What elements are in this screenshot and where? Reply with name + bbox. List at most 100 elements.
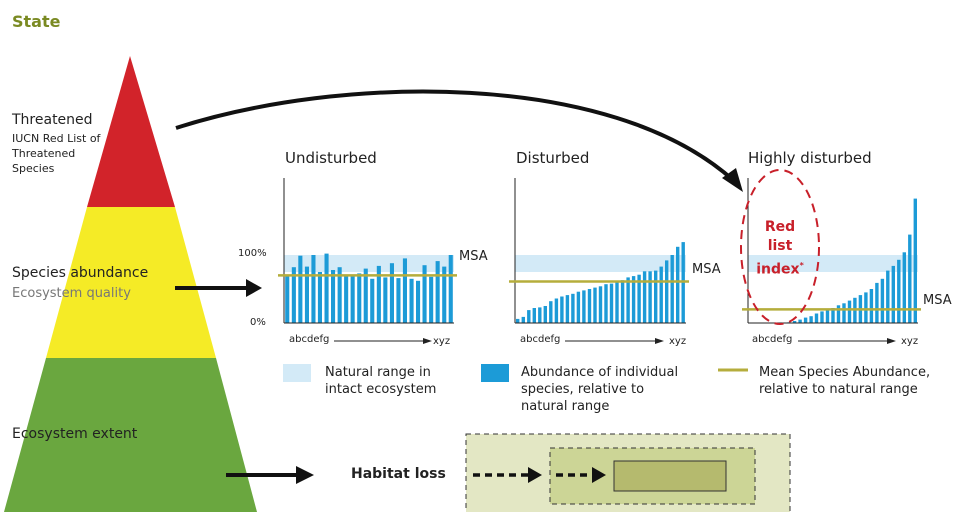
- panel-title-undisturbed: Undisturbed: [285, 149, 377, 167]
- y-axis-100-label: 100%: [238, 248, 267, 259]
- curved-arrow-head: [722, 168, 743, 192]
- threatened-sublabel-1: IUCN Red List of: [12, 132, 101, 145]
- abundance-bar: [565, 295, 570, 323]
- abundance-bar: [670, 255, 674, 323]
- red-list-index-word: index: [756, 261, 800, 278]
- abundance-bar: [344, 276, 349, 323]
- abundance-bar: [560, 296, 564, 323]
- legend-msa-line-1: Mean Species Abundance,: [759, 365, 931, 380]
- abundance-bar: [409, 278, 414, 323]
- abundance-bar: [642, 271, 647, 323]
- msa-label-2: MSA: [692, 262, 721, 277]
- x-start-label-3: abcdefg: [752, 334, 793, 345]
- abundance-bar: [324, 253, 329, 323]
- abundance-bar: [554, 298, 559, 323]
- x-start-label-1: abcdefg: [289, 334, 330, 345]
- natural-range-band: [748, 255, 918, 272]
- red-list-text: Red list index*: [750, 218, 810, 280]
- abundance-bar: [376, 265, 381, 323]
- abundance-bar: [637, 274, 641, 323]
- abundance-bar: [891, 265, 895, 323]
- abundance-bar: [913, 198, 917, 323]
- abundance-bar: [803, 317, 808, 323]
- abundance-bar: [825, 309, 830, 323]
- abundance-bar: [291, 267, 296, 323]
- threatened-sublabel-3: Species: [12, 162, 55, 175]
- abundance-bar: [571, 293, 575, 323]
- legend-msa-text: Mean Species Abundance, relative to natu…: [759, 364, 930, 398]
- abundance-bar: [676, 246, 680, 323]
- abundance-bar: [875, 282, 879, 323]
- ecosystem-extent-label: Ecosystem extent: [12, 426, 138, 442]
- threatened-to-red-list-arrow: [175, 89, 735, 182]
- extent-arrow-head: [296, 466, 314, 484]
- abundance-bar: [304, 266, 309, 323]
- abundance-bar: [836, 305, 841, 323]
- abundance-bar: [908, 234, 912, 323]
- legend-abundance-text: Abundance of individual species, relativ…: [521, 364, 678, 415]
- abundance-bar: [626, 277, 630, 323]
- abundance-bar: [792, 321, 797, 323]
- x-end-label-1: xyz: [433, 336, 451, 347]
- x-direction-arrow-head: [423, 338, 432, 344]
- natural-range-band: [515, 255, 686, 272]
- legend-natural-range-text: Natural range in intact ecosystem: [325, 364, 436, 398]
- x-direction-arrow-head: [887, 338, 896, 344]
- species-abundance-label: Species abundance: [12, 265, 149, 281]
- msa-label-3: MSA: [923, 293, 952, 308]
- abundance-bar: [869, 289, 874, 323]
- abundance-bar: [538, 307, 542, 323]
- threatened-label: Threatened: [12, 112, 93, 128]
- red-list-line-2: list: [767, 238, 793, 254]
- abundance-bar: [620, 280, 625, 323]
- abundance-bar: [886, 270, 890, 323]
- legend-abundance-line-3: natural range: [521, 399, 610, 414]
- x-start-label-2: abcdefg: [520, 334, 561, 345]
- section-title: State: [12, 12, 61, 31]
- red-list-line-3: index*: [750, 256, 810, 280]
- msa-label-1: MSA: [459, 249, 488, 264]
- abundance-bar: [317, 272, 322, 323]
- legend-natural-range-swatch: [283, 364, 311, 382]
- abundance-bar: [820, 311, 824, 323]
- abundance-bar: [598, 286, 603, 323]
- abundance-bar: [532, 308, 536, 323]
- abundance-bar: [285, 276, 290, 323]
- abundance-bar: [576, 291, 581, 323]
- legend-natural-range-line-2: intact ecosystem: [325, 382, 437, 397]
- abundance-bar: [798, 319, 802, 323]
- abundance-bar: [864, 292, 868, 323]
- abundance-bar: [631, 276, 636, 323]
- panel-title-disturbed: Disturbed: [516, 149, 590, 167]
- y-axis-0-label: 0%: [250, 317, 266, 328]
- abundance-bar: [659, 266, 663, 323]
- abundance-bar: [593, 287, 597, 323]
- abundance-bar: [543, 306, 547, 323]
- x-end-label-3: xyz: [901, 336, 919, 347]
- abundance-bar: [416, 280, 421, 323]
- pyramid-abundance-segment: [46, 207, 216, 358]
- abundance-bar: [396, 278, 401, 323]
- abundance-bar: [331, 270, 336, 323]
- abundance-bar: [897, 259, 901, 323]
- abundance-arrow-head: [246, 279, 262, 297]
- legend-msa-line-2: relative to natural range: [759, 382, 918, 397]
- legend-abundance-line-1: Abundance of individual: [521, 365, 679, 380]
- abundance-bar: [902, 252, 906, 323]
- legend-abundance-swatch: [481, 364, 509, 382]
- abundance-bar: [311, 255, 316, 323]
- abundance-bar: [527, 310, 531, 323]
- habitat-core-box: [613, 460, 727, 492]
- abundance-bar: [422, 265, 427, 323]
- ecosystem-quality-label: Ecosystem quality: [12, 286, 131, 301]
- abundance-bar: [654, 270, 658, 323]
- abundance-bar: [429, 276, 434, 323]
- abundance-bar: [609, 283, 614, 323]
- red-list-highlight: [740, 169, 820, 325]
- red-list-line-1: Red: [764, 219, 796, 235]
- abundance-bar: [389, 263, 394, 323]
- abundance-bar: [665, 260, 669, 323]
- abundance-bar: [298, 255, 303, 323]
- abundance-bar: [516, 318, 520, 323]
